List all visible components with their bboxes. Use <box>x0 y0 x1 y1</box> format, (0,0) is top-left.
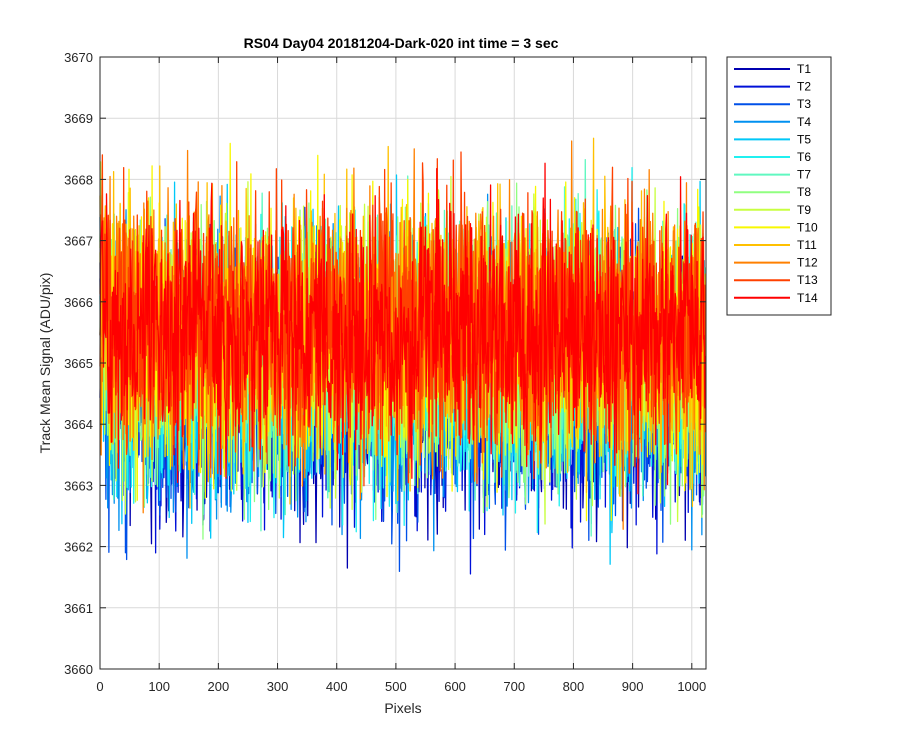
y-tick-label: 3661 <box>64 601 93 616</box>
series-line-t14 <box>99 162 707 495</box>
y-tick-label: 3667 <box>64 234 93 249</box>
legend-label: T3 <box>797 97 811 111</box>
chart-title: RS04 Day04 20181204-Dark-020 int time = … <box>244 35 559 51</box>
y-tick-label: 3668 <box>64 172 93 187</box>
legend-label: T6 <box>797 150 811 164</box>
y-tick-label: 3660 <box>64 662 93 677</box>
x-tick-label: 100 <box>148 679 170 694</box>
legend-label: T10 <box>797 220 818 234</box>
y-tick-label: 3664 <box>64 417 93 432</box>
legend-label: T2 <box>797 80 811 94</box>
x-tick-label: 1000 <box>677 679 706 694</box>
legend-label: T12 <box>797 256 818 270</box>
legend-label: T5 <box>797 132 811 146</box>
x-tick-label: 700 <box>503 679 525 694</box>
legend-label: T13 <box>797 273 818 287</box>
x-tick-label: 500 <box>385 679 407 694</box>
legend-label: T9 <box>797 203 811 217</box>
y-tick-label: 3666 <box>64 295 93 310</box>
x-tick-label: 800 <box>563 679 585 694</box>
legend-label: T4 <box>797 115 811 129</box>
x-axis-ticks: 0 100 200 300 400 500 600 700 800 900 1000 <box>96 57 706 694</box>
y-axis-title: Track Mean Signal (ADU/pix) <box>37 273 53 454</box>
series-line-t11 <box>99 137 707 509</box>
series-lines <box>99 137 707 575</box>
y-tick-label: 3662 <box>64 540 93 555</box>
legend-label: T8 <box>797 185 811 199</box>
y-tick-label: 3663 <box>64 478 93 493</box>
x-tick-label: 400 <box>326 679 348 694</box>
x-tick-label: 300 <box>267 679 289 694</box>
y-tick-label: 3669 <box>64 111 93 126</box>
y-tick-label: 3665 <box>64 356 93 371</box>
legend: T1 T2 T3 T4 T5 T6 T7 T8 T9 T10 T11 T12 T13 T14 <box>726 56 832 316</box>
x-tick-label: 900 <box>622 679 644 694</box>
legend-label: T1 <box>797 62 811 76</box>
legend-label: T11 <box>797 238 817 252</box>
legend-label: T7 <box>797 168 811 182</box>
x-tick-label: 200 <box>208 679 230 694</box>
x-tick-label: 600 <box>444 679 466 694</box>
y-tick-label: 3670 <box>64 50 93 65</box>
x-tick-label: 0 <box>96 679 103 694</box>
y-axis-ticks: 3660 3661 3662 3663 3664 3665 3666 3667 3668 3669… <box>64 50 706 677</box>
x-axis-title: Pixels <box>384 700 421 716</box>
legend-box <box>726 56 832 316</box>
legend-label: T14 <box>797 291 818 305</box>
